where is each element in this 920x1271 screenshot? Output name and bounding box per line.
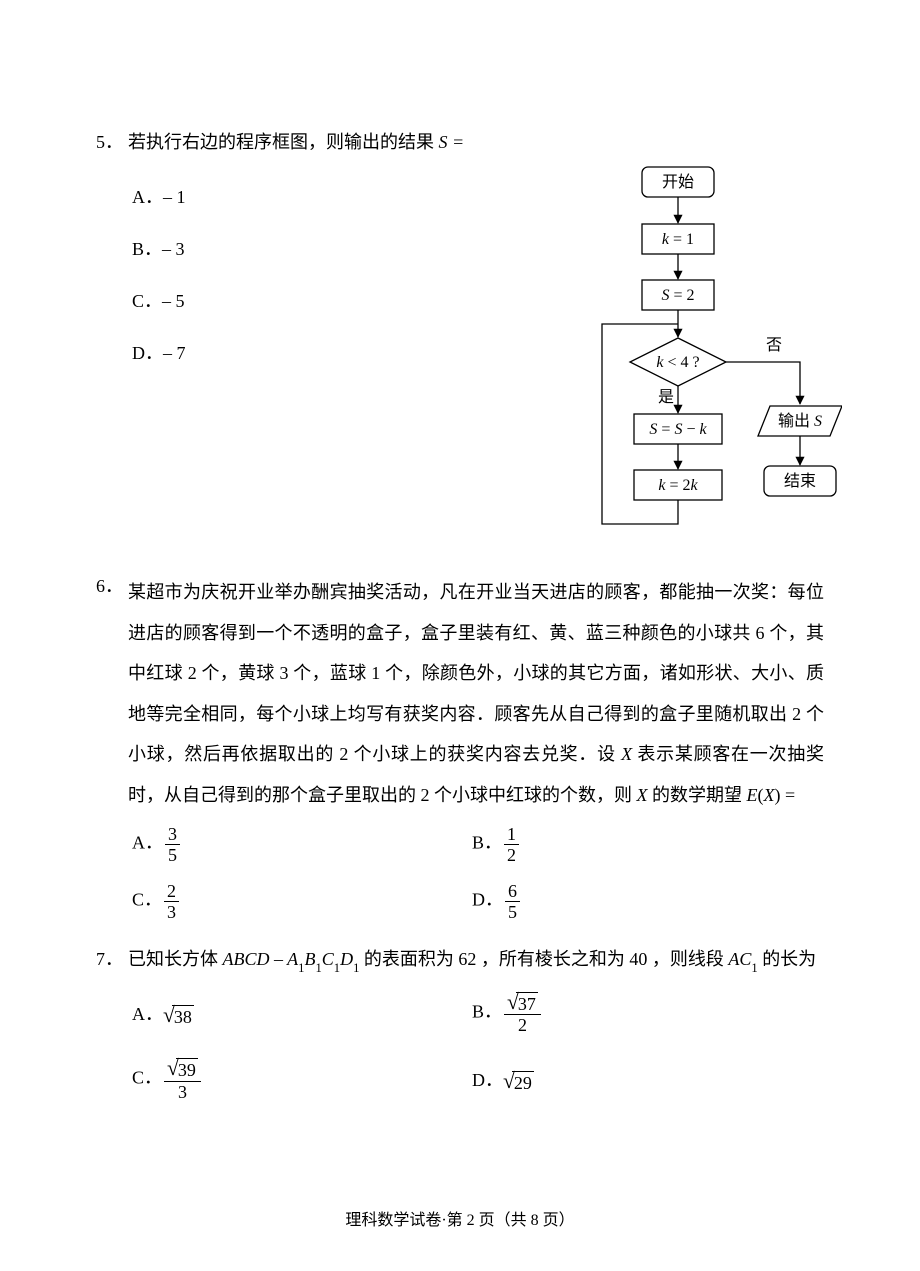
q7-option-c: C．√393 — [132, 1058, 472, 1101]
question-6: 6．某超市为庆祝开业举办酬宾抽奖活动，凡在开业当天进店的顾客，都能抽一次奖：每位… — [96, 572, 832, 921]
question-7: 7．已知长方体 ABCD – A1B1C1D1 的表面积为 62 ，所有棱长之和… — [96, 945, 832, 1101]
q5-stem-cn: 若执行右边的程序框图，则输出的结果 — [128, 132, 439, 152]
fc-cond-label: k < 4 ? — [656, 354, 699, 371]
fc-upd-k-label: k = 2k — [658, 477, 698, 494]
page-footer: 理科数学试卷·第 2 页（共 8 页） — [0, 1206, 920, 1230]
q6-option-b: B．12 — [472, 825, 812, 864]
fc-upd-s-label: S = S − k — [649, 421, 707, 438]
q6-option-c: C．23 — [132, 882, 472, 921]
question-5: 5．若执行右边的程序框图，则输出的结果 S = A．– 1 B．– 3 C．– … — [96, 130, 832, 560]
q7-option-d: D．√29 — [472, 1066, 812, 1093]
q6-options: A．35 B．12 C．23 D．65 — [132, 825, 832, 921]
fc-end-label: 结束 — [784, 472, 816, 490]
q6-stem: 某超市为庆祝开业举办酬宾抽奖活动，凡在开业当天进店的顾客，都能抽一次奖：每位进店… — [128, 572, 824, 815]
fc-no-edge — [726, 362, 800, 404]
q5-flowchart-diagram: 开始 k = 1 S = 2 k < 4 ? 是 S = S − k k = 2… — [512, 164, 842, 564]
fc-k1-label: k = 1 — [662, 231, 694, 248]
fc-s2-label: S = 2 — [661, 287, 694, 304]
q7-stem: 7．已知长方体 ABCD – A1B1C1D1 的表面积为 62 ，所有棱长之和… — [96, 945, 832, 976]
q7-option-a: A．√38 — [132, 1000, 472, 1027]
fc-start-label: 开始 — [662, 173, 694, 191]
fc-no-label: 否 — [766, 337, 782, 354]
q7-option-b: B．√372 — [472, 992, 812, 1035]
q7-number: 7． — [96, 945, 128, 974]
q6-option-d: D．65 — [472, 882, 812, 921]
q6-number: 6． — [96, 572, 128, 598]
q5-number: 5． — [96, 130, 128, 155]
q6-option-a: A．35 — [132, 825, 472, 864]
exam-page: 5．若执行右边的程序框图，则输出的结果 S = A．– 1 B．– 3 C．– … — [0, 0, 920, 1271]
q5-stem: 5．若执行右边的程序框图，则输出的结果 S = — [96, 130, 832, 155]
q5-stem-math: S = — [439, 132, 465, 152]
fc-yes-label: 是 — [658, 389, 674, 406]
fc-output-label: 输出 S — [778, 412, 822, 430]
q7-options: A．√38 B．√372 C．√393 D．√29 — [132, 992, 832, 1101]
